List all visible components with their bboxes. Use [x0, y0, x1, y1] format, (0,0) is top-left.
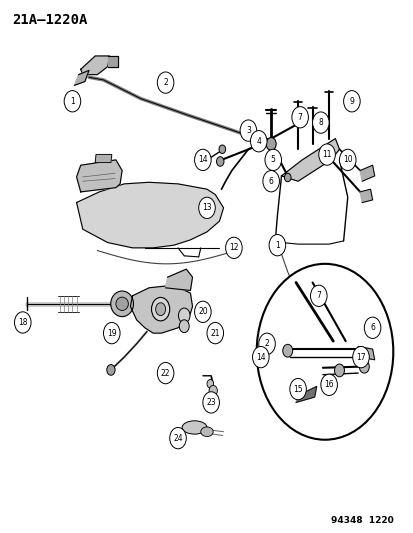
- Polygon shape: [359, 165, 374, 181]
- Circle shape: [209, 385, 217, 396]
- Text: 6: 6: [369, 324, 374, 332]
- Circle shape: [206, 379, 213, 388]
- Circle shape: [312, 112, 328, 133]
- Text: 21: 21: [210, 329, 219, 337]
- Polygon shape: [130, 285, 192, 333]
- Circle shape: [103, 322, 120, 344]
- Circle shape: [250, 131, 266, 152]
- Polygon shape: [76, 182, 223, 248]
- Circle shape: [343, 91, 359, 112]
- Text: 14: 14: [255, 353, 265, 361]
- Text: 22: 22: [161, 369, 170, 377]
- Circle shape: [194, 149, 211, 171]
- Text: 23: 23: [206, 398, 216, 407]
- Ellipse shape: [182, 421, 206, 434]
- Text: 11: 11: [322, 150, 331, 159]
- Ellipse shape: [110, 291, 133, 317]
- Text: 15: 15: [292, 385, 302, 393]
- Text: 19: 19: [107, 329, 116, 337]
- Circle shape: [352, 346, 368, 368]
- Circle shape: [64, 91, 81, 112]
- Text: 18: 18: [18, 318, 27, 327]
- Circle shape: [264, 149, 281, 171]
- Polygon shape: [359, 189, 372, 203]
- Text: 24: 24: [173, 434, 183, 442]
- Polygon shape: [165, 269, 192, 290]
- Text: 7: 7: [316, 292, 320, 300]
- Circle shape: [339, 149, 355, 171]
- Circle shape: [179, 320, 189, 333]
- Text: 4: 4: [256, 137, 261, 146]
- Circle shape: [363, 317, 380, 338]
- Polygon shape: [281, 139, 339, 181]
- Circle shape: [256, 264, 392, 440]
- Circle shape: [169, 427, 186, 449]
- Circle shape: [178, 308, 190, 323]
- Circle shape: [252, 346, 268, 368]
- Text: 14: 14: [197, 156, 207, 164]
- Ellipse shape: [116, 297, 128, 310]
- Circle shape: [202, 392, 219, 413]
- Text: 1: 1: [70, 97, 75, 106]
- Circle shape: [216, 157, 223, 166]
- Text: 6: 6: [268, 177, 273, 185]
- Circle shape: [310, 285, 326, 306]
- Text: 16: 16: [323, 381, 333, 389]
- Circle shape: [266, 138, 275, 150]
- Polygon shape: [76, 160, 122, 192]
- Circle shape: [198, 197, 215, 219]
- Text: 2: 2: [163, 78, 168, 87]
- Circle shape: [151, 297, 169, 321]
- Polygon shape: [357, 346, 374, 360]
- Text: 94348  1220: 94348 1220: [330, 516, 393, 525]
- Circle shape: [291, 107, 308, 128]
- Circle shape: [225, 237, 242, 259]
- Polygon shape: [107, 56, 118, 67]
- Text: 13: 13: [202, 204, 211, 212]
- Circle shape: [206, 322, 223, 344]
- Polygon shape: [95, 155, 112, 163]
- Circle shape: [155, 303, 165, 316]
- Circle shape: [318, 144, 335, 165]
- Circle shape: [194, 301, 211, 322]
- Text: 1: 1: [274, 241, 279, 249]
- Text: 8: 8: [318, 118, 323, 127]
- Circle shape: [107, 365, 115, 375]
- Text: 2: 2: [264, 340, 269, 348]
- Ellipse shape: [200, 427, 213, 437]
- Text: 17: 17: [355, 353, 365, 361]
- Text: 7: 7: [297, 113, 302, 122]
- Circle shape: [240, 120, 256, 141]
- Circle shape: [284, 173, 290, 182]
- Text: 9: 9: [349, 97, 354, 106]
- Text: 20: 20: [197, 308, 207, 316]
- Circle shape: [358, 360, 368, 373]
- Text: 5: 5: [270, 156, 275, 164]
- Circle shape: [268, 235, 285, 256]
- Text: 3: 3: [245, 126, 250, 135]
- Circle shape: [320, 374, 337, 395]
- Polygon shape: [81, 56, 109, 75]
- Circle shape: [334, 364, 344, 377]
- Circle shape: [157, 362, 173, 384]
- Circle shape: [258, 333, 275, 354]
- Circle shape: [282, 344, 292, 357]
- Text: 12: 12: [229, 244, 238, 252]
- Circle shape: [157, 72, 173, 93]
- Circle shape: [14, 312, 31, 333]
- Circle shape: [262, 171, 279, 192]
- Circle shape: [218, 145, 225, 154]
- Polygon shape: [74, 70, 89, 85]
- Text: 21A–1220A: 21A–1220A: [12, 13, 88, 27]
- Circle shape: [289, 378, 306, 400]
- Text: 10: 10: [342, 156, 352, 164]
- Polygon shape: [295, 386, 316, 402]
- Circle shape: [297, 117, 304, 126]
